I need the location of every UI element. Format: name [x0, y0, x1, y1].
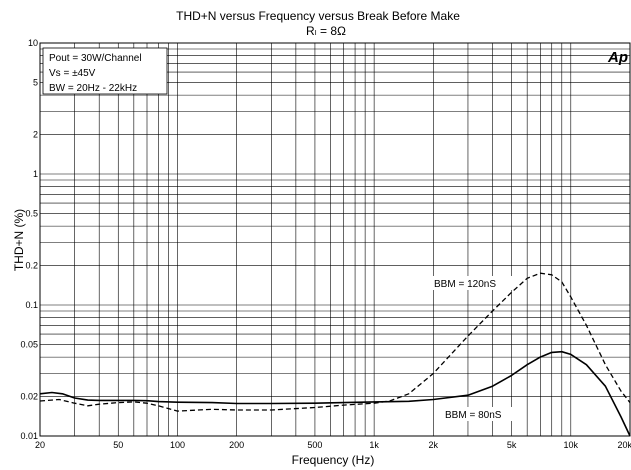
condition-pout: Pout = 30W/Channel: [49, 53, 142, 64]
series-lines: [39, 272, 631, 437]
y-tick-label: 0.05: [20, 339, 38, 349]
chart-subtitle: Rₗ = 8Ω: [306, 24, 346, 38]
conditions-box: Pout = 30W/Channel Vs = ±45V BW = 20Hz -…: [42, 47, 168, 95]
condition-bw: BW = 20Hz - 22kHz: [49, 83, 137, 94]
x-tick-label: 200: [229, 440, 244, 450]
plot-frame: [39, 42, 631, 437]
x-tick-label: 20k: [617, 440, 631, 450]
ap-logo: Ap: [607, 49, 628, 66]
y-axis-label: THD+N (%): [12, 209, 26, 271]
series-label-80ns: BBM = 80nS: [445, 410, 502, 421]
y-tick-label: 10: [28, 38, 38, 48]
tick-labels: 20 50 100 200 500 1k 2k 5k 10k 20k 10 5 2 1 0.5 0.2 0.1 0…: [20, 38, 631, 450]
series-label-120ns: BBM = 120nS: [434, 279, 496, 290]
series-line-bbm-80ns: [39, 350, 631, 437]
x-tick-label: 500: [307, 440, 322, 450]
label-bbm-120: BBM = 120nS: [432, 276, 512, 290]
x-tick-label: 10k: [564, 440, 579, 450]
label-bbm-80: BBM = 80nS: [443, 407, 515, 421]
grid: [40, 43, 630, 436]
y-tick-label: 0.1: [25, 300, 38, 310]
x-axis-label: Frequency (Hz): [292, 453, 375, 467]
y-tick-label: 0.5: [25, 208, 38, 218]
x-tick-label: 100: [170, 440, 185, 450]
y-tick-label: 2: [33, 130, 38, 140]
y-tick-label: 0.2: [25, 261, 38, 271]
series-line-bbm-120ns: [39, 272, 631, 412]
chart-title: THD+N versus Frequency versus Break Befo…: [176, 9, 460, 23]
y-tick-label: 5: [33, 77, 38, 87]
y-tick-label: 1: [33, 169, 38, 179]
x-tick-label: 1k: [369, 440, 379, 450]
condition-vs: Vs = ±45V: [49, 68, 96, 79]
x-tick-label: 50: [113, 440, 123, 450]
y-tick-label: 0.01: [20, 431, 38, 441]
x-tick-label: 2k: [429, 440, 439, 450]
y-tick-label: 0.02: [20, 392, 38, 402]
x-tick-label: 5k: [507, 440, 517, 450]
x-tick-label: 20: [35, 440, 45, 450]
